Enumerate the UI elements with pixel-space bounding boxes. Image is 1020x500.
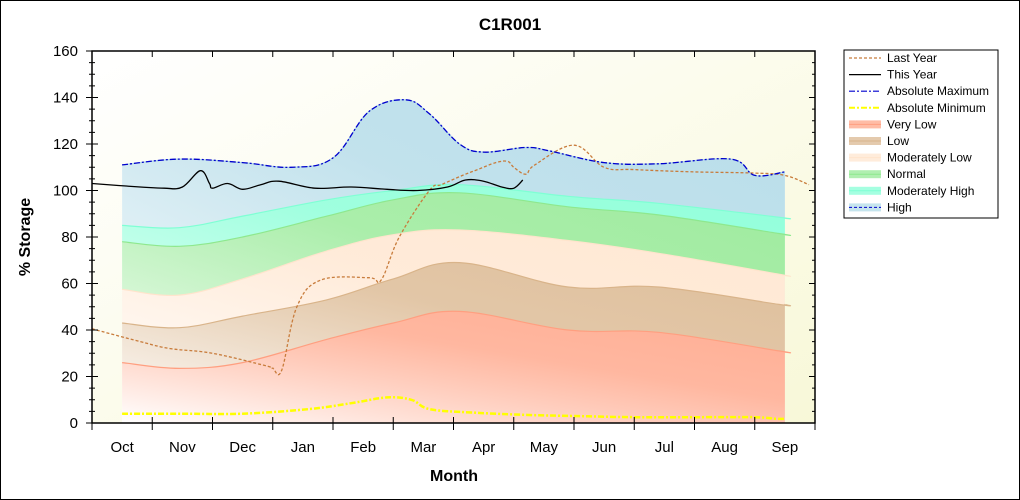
legend-item-this-year: This Year [849,68,937,82]
legend-item-absolute-minimum: Absolute Minimum [849,101,986,115]
legend-label: High [887,200,912,214]
legend-item-low: Low [849,134,909,148]
legend-label: Absolute Maximum [887,84,989,98]
legend-label: Last Year [887,51,937,65]
legend-item-last-year: Last Year [849,51,937,65]
x-axis-label: Month [430,468,478,485]
x-tick-label: Feb [350,439,376,456]
x-axis: Oct Nov Dec Jan Feb Mar Apr May Jun Jul Aug Sep [91,51,816,456]
legend-label: Very Low [887,117,937,131]
band-edge [122,229,792,297]
x-tick-label: Nov [169,439,196,456]
x-tick-label: Jul [655,439,674,456]
legend-item-moderately-high: Moderately High [849,184,974,198]
series-last-year [92,144,810,376]
legend: Last Year This Year Absolute Maximum Absolu… [843,49,999,219]
y-tick-label: 0 [70,415,78,432]
x-tick-label: Sep [772,439,799,456]
series-this-year [92,170,524,192]
legend-item-very-low: Very Low [849,117,937,131]
y-tick-label: 20 [61,369,78,386]
legend-label: Absolute Minimum [887,101,986,115]
x-tick-label: Aug [711,439,738,456]
y-axis: 0 20 40 60 80 100 120 140 160 [53,43,815,432]
x-tick-label: Jan [291,439,315,456]
series-absolute-minimum [122,395,785,421]
x-tick-label: Apr [472,439,495,456]
y-tick-label: 100 [53,183,78,200]
band-edge [122,191,792,247]
legend-label: This Year [887,68,937,82]
y-axis-label: % Storage [17,198,34,276]
legend-item-normal: Normal [849,167,926,181]
band-very-low [122,311,791,423]
x-tick-label: Dec [229,439,256,456]
series-layer [92,99,810,421]
series-absolute-maximum [122,99,785,177]
legend-item-absolute-maximum: Absolute Maximum [849,84,989,98]
x-tick-label: May [530,439,559,456]
y-tick-label: 160 [53,43,78,60]
chart-title: C1R001 [479,15,541,34]
legend-label: Low [887,134,909,148]
x-tick-label: Mar [410,439,436,456]
y-tick-label: 120 [53,136,78,153]
band-layer [122,99,792,423]
y-tick-label: 140 [53,90,78,107]
x-tick-label: Jun [592,439,616,456]
y-tick-label: 80 [61,229,78,246]
legend-item-moderately-low: Moderately Low [849,151,972,165]
legend-label: Moderately High [887,184,974,198]
band-edge [122,183,792,229]
legend-label: Normal [887,167,926,181]
x-tick-label: Oct [110,439,134,456]
y-tick-label: 60 [61,276,78,293]
legend-label: Moderately Low [887,151,972,165]
legend-item-high: High [849,200,912,214]
band-edge [122,261,792,329]
band-edge [122,310,792,370]
y-tick-label: 40 [61,322,78,339]
